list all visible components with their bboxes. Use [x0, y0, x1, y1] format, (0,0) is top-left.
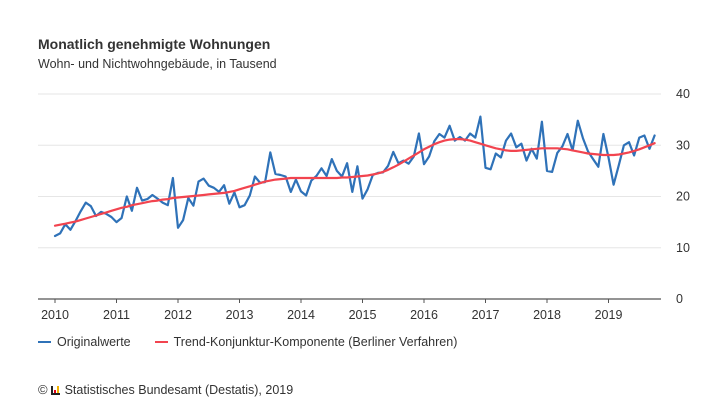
- destatis-logo-icon: [50, 385, 61, 395]
- source-text: Statistisches Bundesamt (Destatis), 2019: [64, 382, 294, 397]
- legend-swatch-trend: [154, 341, 168, 343]
- y-tick-label: 40: [676, 87, 690, 101]
- x-tick-label: 2014: [287, 308, 315, 322]
- x-tick-label: 2012: [164, 308, 192, 322]
- legend-label: Originalwerte: [57, 335, 131, 349]
- x-tick-label: 2016: [410, 308, 438, 322]
- y-tick-label: 20: [676, 190, 690, 204]
- legend-label: Trend-Konjunktur-Komponente (Berliner Ve…: [173, 335, 458, 349]
- legend-swatch-originalwerte: [38, 341, 51, 343]
- x-axis: 2010 2011 2012 2013 2014 2015 2016 2017 2018 2019: [38, 298, 661, 322]
- y-tick-label: 30: [676, 138, 690, 152]
- series-line-originalwerte: [53, 115, 656, 238]
- x-tick-label: 2015: [349, 308, 377, 322]
- source-note: © Statistisches Bundesamt (Destatis), 20…: [38, 382, 293, 397]
- chart-subtitle: Wohn- und Nichtwohngebäude, in Tausend: [38, 57, 277, 71]
- grid-lines: [38, 93, 661, 249]
- copyright-icon: ©: [38, 382, 48, 397]
- y-tick-labels: 0 10 20 30 40: [676, 87, 690, 306]
- x-tick-label: 2013: [226, 308, 254, 322]
- x-tick-label: 2010: [41, 308, 69, 322]
- x-tick-label: 2019: [595, 308, 623, 322]
- legend: Originalwerte Trend-Konjunktur-Komponent…: [38, 335, 457, 349]
- series-line-trend: [53, 138, 656, 227]
- chart-title: Monatlich genehmigte Wohnungen: [38, 36, 271, 52]
- x-tick-label: 2017: [472, 308, 500, 322]
- y-tick-label: 0: [676, 292, 683, 306]
- legend-item-trend[interactable]: Trend-Konjunktur-Komponente (Berliner Ve…: [154, 335, 458, 349]
- x-tick-label: 2018: [533, 308, 561, 322]
- x-tick-label: 2011: [103, 308, 130, 322]
- series-lines: [53, 115, 656, 238]
- legend-item-originalwerte[interactable]: Originalwerte: [38, 335, 131, 349]
- y-tick-label: 10: [676, 241, 690, 255]
